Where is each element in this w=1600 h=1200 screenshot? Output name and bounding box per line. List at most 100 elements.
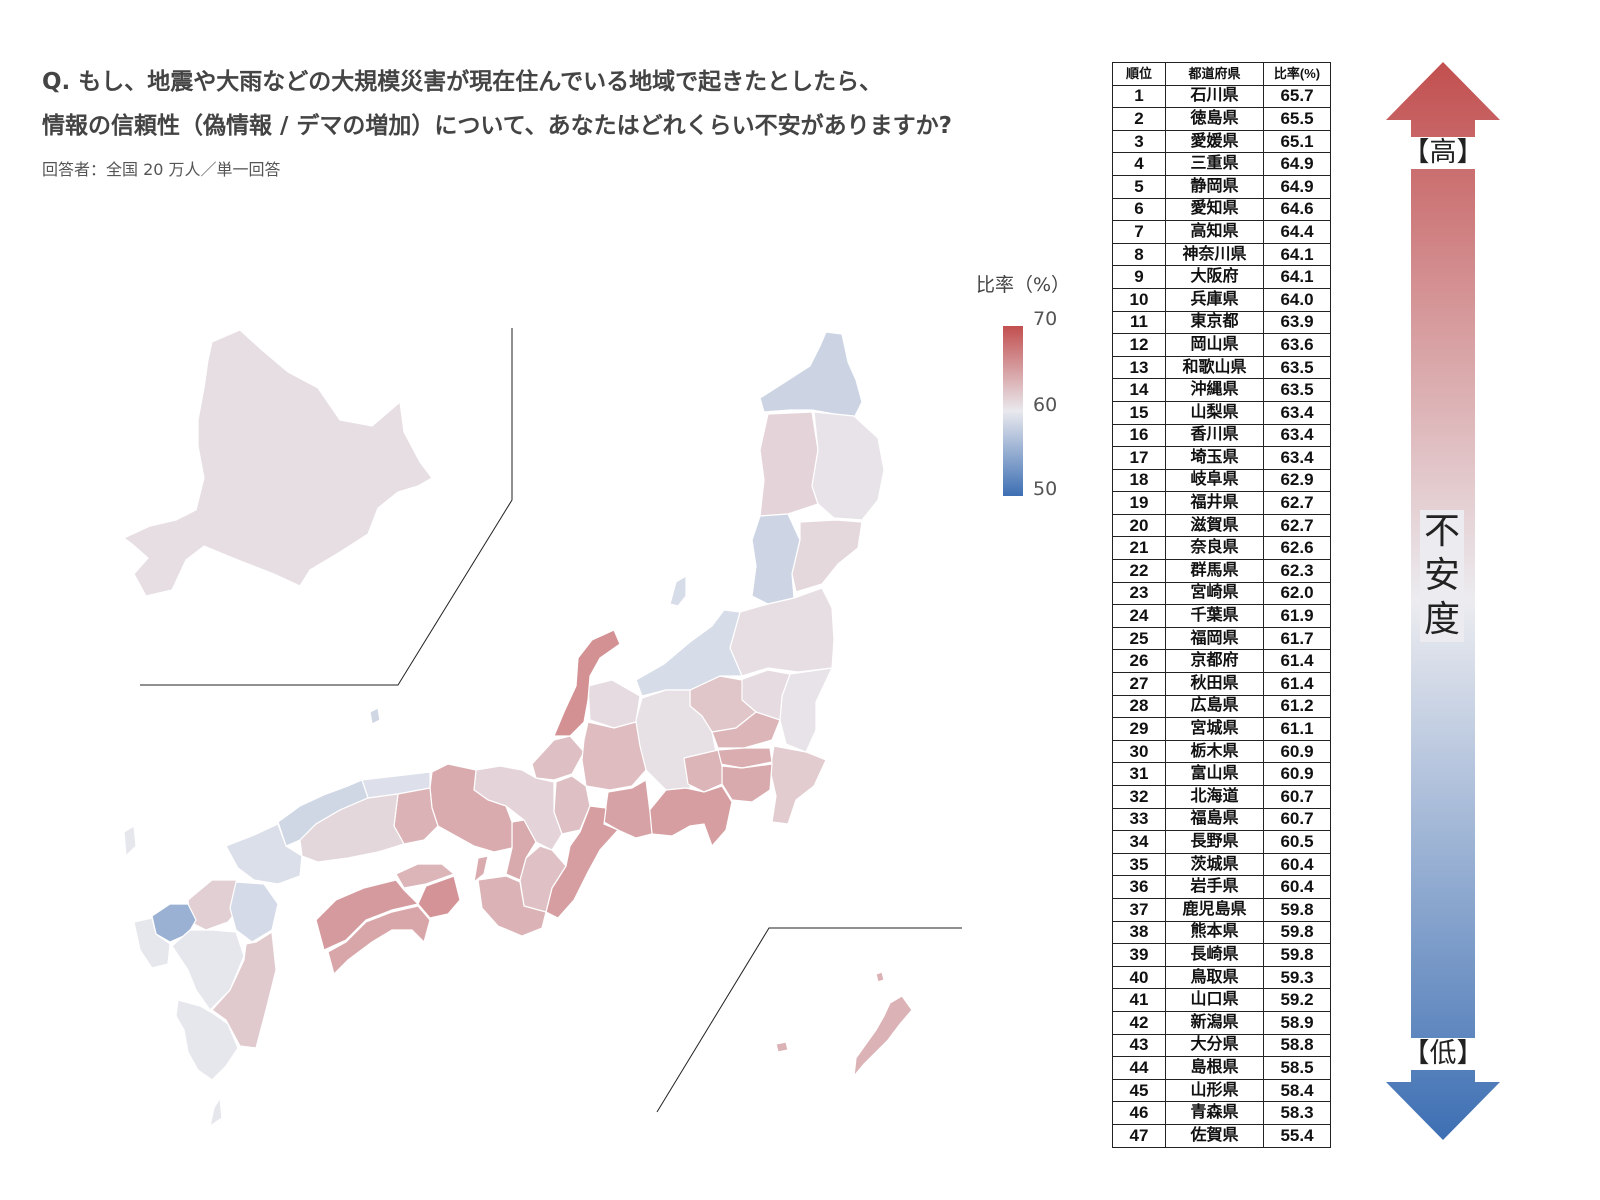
prefecture-cell: 青森県 xyxy=(1165,1101,1264,1125)
rate-cell: 59.2 xyxy=(1263,988,1331,1012)
table-row: 34 長野県 60.5 xyxy=(1112,830,1331,854)
table-row: 33 福島県 60.7 xyxy=(1112,807,1331,832)
pref-okinawa xyxy=(853,995,913,1078)
table-row: 41 山口県 59.2 xyxy=(1112,988,1331,1012)
table-row: 45 山形県 58.4 xyxy=(1112,1078,1331,1103)
prefecture-cell: 大阪府 xyxy=(1165,265,1264,289)
pref-shimane-oki xyxy=(369,707,381,725)
pref-oita xyxy=(229,881,279,943)
rate-cell: 61.4 xyxy=(1263,649,1331,674)
rank-cell: 38 xyxy=(1112,920,1166,945)
rank-cell: 42 xyxy=(1112,1010,1166,1035)
rank-cell: 13 xyxy=(1112,355,1166,380)
rank-cell: 22 xyxy=(1112,559,1166,583)
rank-cell: 39 xyxy=(1112,943,1166,967)
rank-cell: 16 xyxy=(1112,423,1166,448)
prefecture-cell: 北海道 xyxy=(1165,785,1264,809)
ranking-table: 順位 都道府県 比率(%) 1 石川県 65.7 2 徳島県 65.5 3 愛媛県 65.1 4 三… xyxy=(1112,62,1331,1148)
pref-nagasaki xyxy=(133,917,171,969)
legend-max-label: 70 xyxy=(1033,308,1058,330)
table-row: 20 滋賀県 62.7 xyxy=(1112,513,1331,538)
rank-cell: 31 xyxy=(1112,762,1166,786)
table-row: 38 熊本県 59.8 xyxy=(1112,920,1331,945)
pref-iwate xyxy=(811,411,885,521)
rank-cell: 10 xyxy=(1112,287,1166,312)
scale-high-label: 【高】 xyxy=(1398,137,1488,169)
rate-cell: 62.3 xyxy=(1263,559,1331,583)
rate-cell: 62.6 xyxy=(1263,536,1331,561)
table-row: 15 山梨県 63.4 xyxy=(1112,400,1331,425)
prefecture-cell: 岡山県 xyxy=(1165,333,1264,357)
pref-hyogo-awaji xyxy=(473,855,489,884)
scale-low-label: 【低】 xyxy=(1398,1038,1488,1070)
rank-cell: 21 xyxy=(1112,536,1166,561)
rate-cell: 65.5 xyxy=(1263,107,1331,131)
rate-cell: 60.9 xyxy=(1263,739,1331,764)
prefecture-cell: 長野県 xyxy=(1165,830,1264,854)
prefecture-cell: 静岡県 xyxy=(1165,174,1264,199)
okinawa-inset-frame xyxy=(656,927,962,1113)
rate-cell: 63.5 xyxy=(1263,355,1331,380)
table-row: 37 鹿児島県 59.8 xyxy=(1112,897,1331,922)
table-row: 28 広島県 61.2 xyxy=(1112,694,1331,719)
prefecture-cell: 奈良県 xyxy=(1165,536,1264,561)
rank-cell: 32 xyxy=(1112,785,1166,809)
scale-center-label: 不安度 xyxy=(1420,510,1464,642)
prefecture-cell: 大分県 xyxy=(1165,1033,1264,1058)
prefecture-cell: 長崎県 xyxy=(1165,943,1264,967)
pref-kagawa xyxy=(395,863,456,889)
table-row: 25 福岡県 61.7 xyxy=(1112,626,1331,651)
rank-cell: 35 xyxy=(1112,852,1166,877)
rank-cell: 24 xyxy=(1112,604,1166,628)
table-row: 1 石川県 65.7 xyxy=(1112,84,1331,109)
rate-cell: 64.9 xyxy=(1263,152,1331,176)
prefecture-cell: 千葉県 xyxy=(1165,604,1264,628)
table-row: 17 埼玉県 63.4 xyxy=(1112,446,1331,470)
pref-nagasaki-islands xyxy=(123,824,137,858)
prefecture-cell: 山梨県 xyxy=(1165,400,1264,425)
table-row: 31 富山県 60.9 xyxy=(1112,762,1331,786)
pref-saitama xyxy=(711,711,781,749)
table-row: 4 三重県 64.9 xyxy=(1112,152,1331,176)
rate-cell: 64.6 xyxy=(1263,197,1331,222)
pref-yamaguchi xyxy=(225,823,303,885)
table-row: 11 東京都 63.9 xyxy=(1112,310,1331,335)
rate-cell: 61.7 xyxy=(1263,626,1331,651)
rate-cell: 62.7 xyxy=(1263,513,1331,538)
prefecture-shapes xyxy=(122,329,913,1128)
prefecture-cell: 和歌山県 xyxy=(1165,355,1264,380)
prefecture-cell: 沖縄県 xyxy=(1165,378,1264,402)
rate-cell: 63.6 xyxy=(1263,333,1331,357)
table-row: 9 大阪府 64.1 xyxy=(1112,265,1331,289)
pref-ehime xyxy=(315,879,420,951)
pref-ishikawa xyxy=(553,629,621,737)
pref-toyama xyxy=(587,679,641,729)
prefecture-cell: 鳥取県 xyxy=(1165,965,1264,990)
rank-cell: 23 xyxy=(1112,581,1166,606)
prefecture-cell: 徳島県 xyxy=(1165,107,1264,131)
rate-cell: 65.1 xyxy=(1263,129,1331,154)
pref-fukushima xyxy=(729,587,835,677)
pref-hokkaido xyxy=(122,329,433,597)
table-header-row: 順位 都道府県 比率(%) xyxy=(1112,62,1331,86)
table-row: 30 栃木県 60.9 xyxy=(1112,739,1331,764)
rank-cell: 30 xyxy=(1112,739,1166,764)
prefecture-cell: 愛知県 xyxy=(1165,197,1264,222)
rate-cell: 61.9 xyxy=(1263,604,1331,628)
prefecture-cell: 神奈川県 xyxy=(1165,242,1264,267)
prefecture-cell: 群馬県 xyxy=(1165,559,1264,583)
prefecture-cell: 京都府 xyxy=(1165,649,1264,674)
table-row: 47 佐賀県 55.4 xyxy=(1112,1123,1331,1148)
rate-cell: 62.7 xyxy=(1263,491,1331,515)
respondents-note: 回答者：全国 20 万人／単一回答 xyxy=(42,160,281,179)
rank-cell: 1 xyxy=(1112,84,1166,109)
pref-miyagi xyxy=(791,519,863,593)
pref-kagoshima xyxy=(175,999,239,1081)
prefecture-cell: 福島県 xyxy=(1165,807,1264,832)
rate-cell: 60.4 xyxy=(1263,852,1331,877)
table-row: 26 京都府 61.4 xyxy=(1112,649,1331,674)
rank-cell: 40 xyxy=(1112,965,1166,990)
pref-okinawa-island-2 xyxy=(775,1041,789,1053)
ranking-table-body: 1 石川県 65.7 2 徳島県 65.5 3 愛媛県 65.1 4 三重県 64.9 5 静岡県 64.9… xyxy=(1112,84,1331,1148)
rank-cell: 41 xyxy=(1112,988,1166,1012)
